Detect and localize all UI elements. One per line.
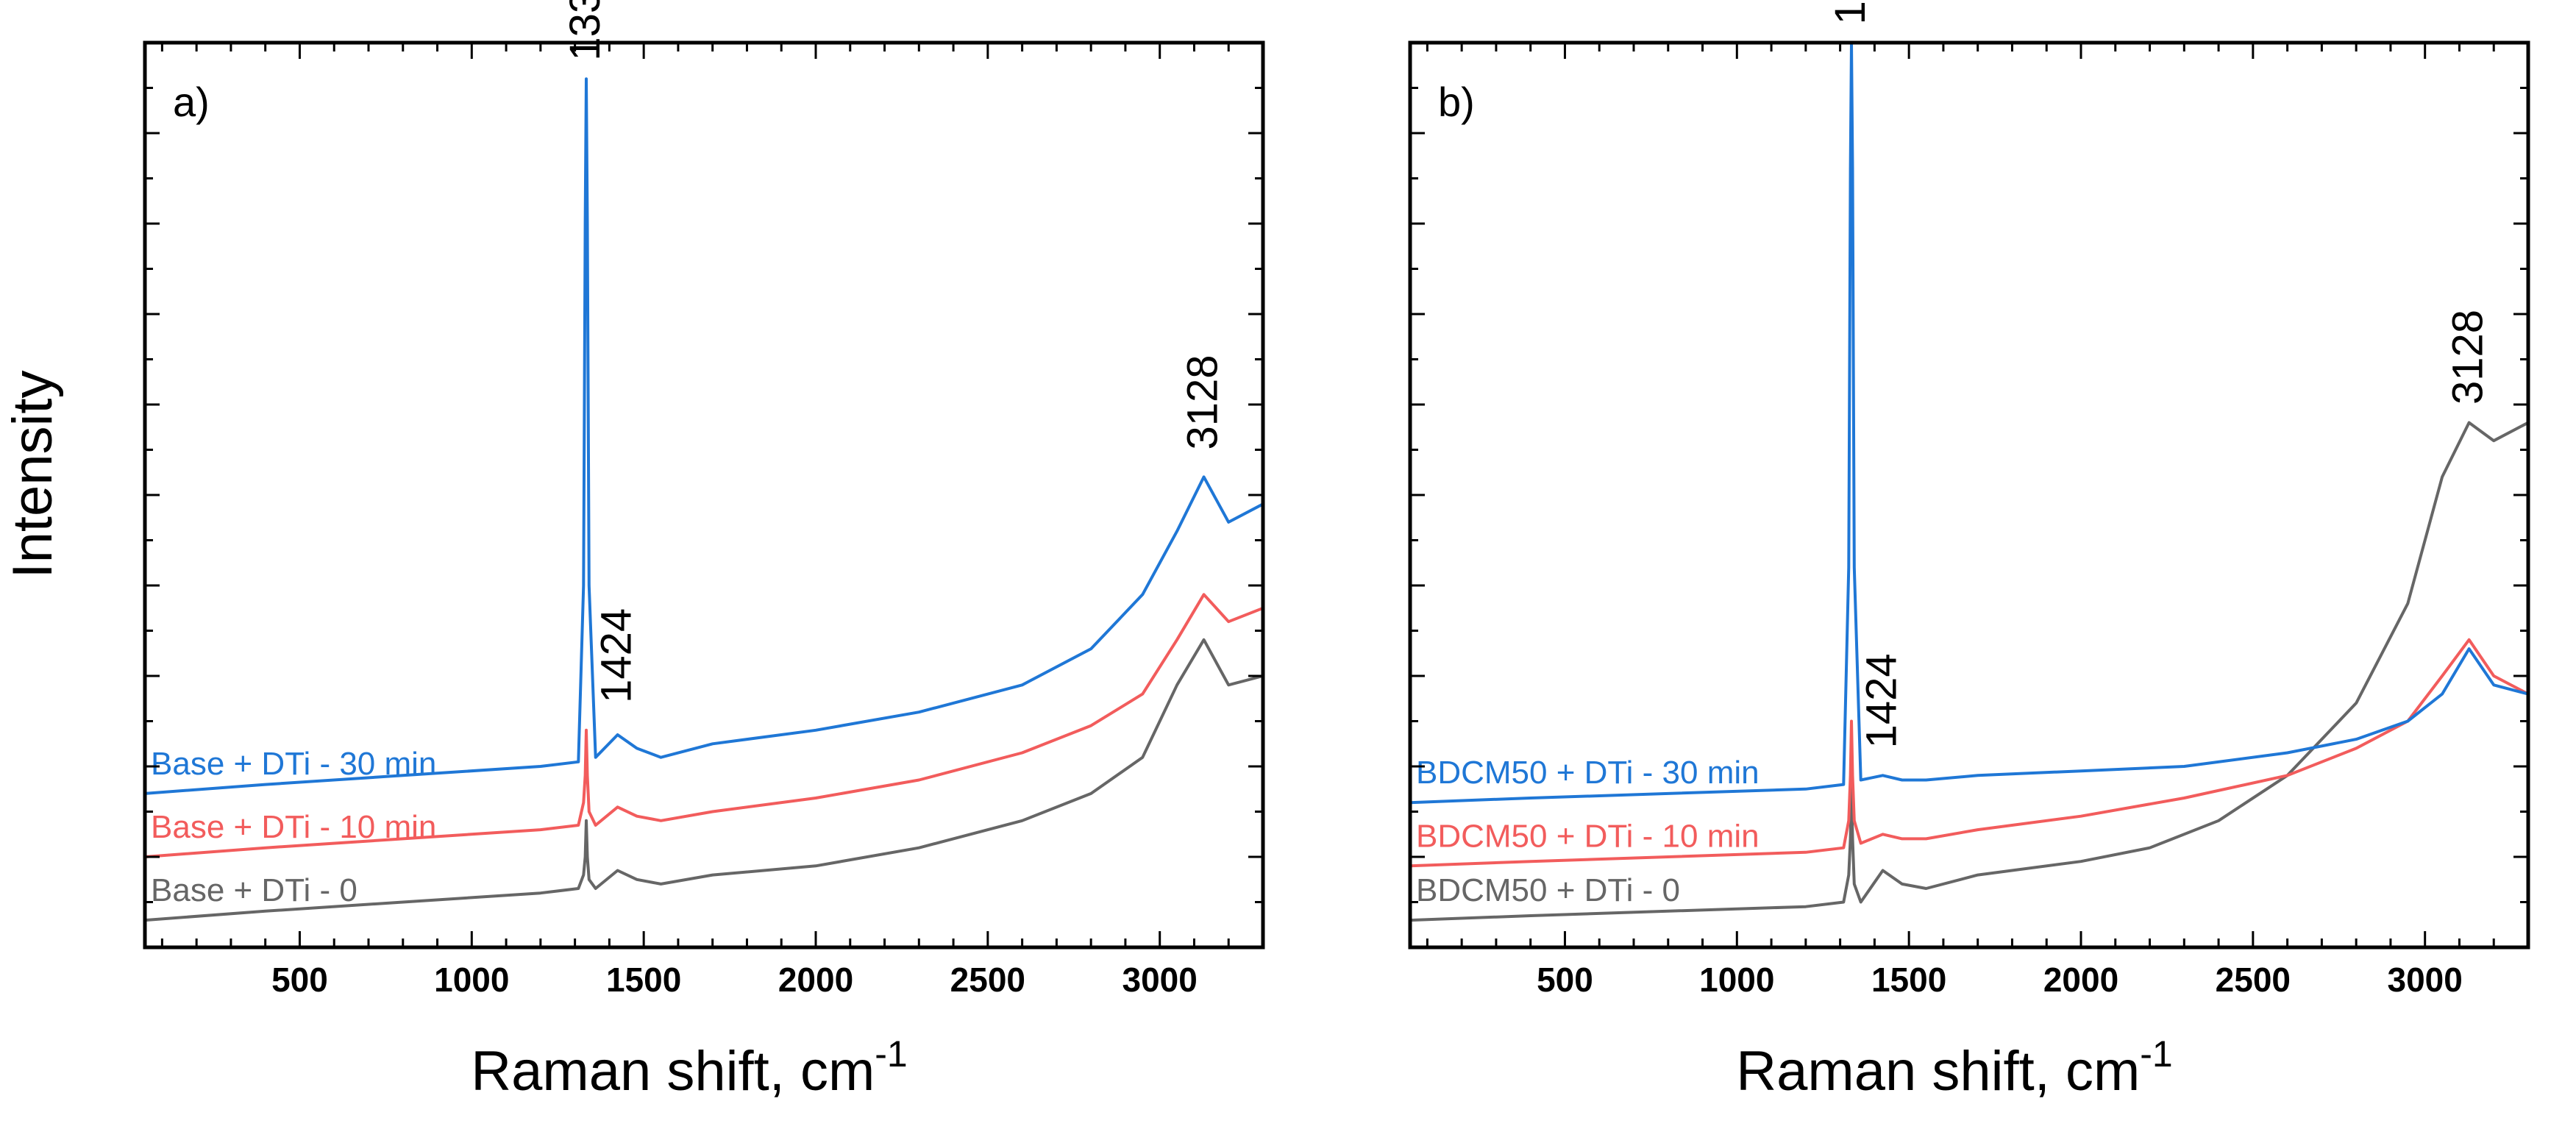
x-tick-label: 2000 [2043,961,2118,999]
x-tick-label: 1500 [1871,961,1946,999]
x-tick-label: 500 [1537,961,1593,999]
peak-annotation-1424: 1424 [1858,653,1906,748]
x-tick-label: 2500 [2216,961,2291,999]
x-tick-label: 3000 [2388,961,2463,999]
panel-label: a) [173,79,210,125]
x-tick-label: 2000 [778,961,853,999]
legend-label-0: BDCM50 + DTi - 0 [1416,872,1680,908]
x-tick-label: 1000 [1699,961,1774,999]
shared-y-axis-label: Intensity [1,370,64,578]
legend-label-1: BDCM50 + DTi - 10 min [1416,818,1760,854]
panel-a: Base + DTi - 0 Base + DTi - 10 min Base + … [143,0,1265,1103]
series-line-0 [1409,421,2529,922]
series-line-2 [1409,41,2529,805]
series-line-2 [144,77,1264,795]
panel-b: BDCM50 + DTi - 0 BDCM50 + DTi - 10 min BDC… [1408,0,2530,1103]
x-tick-label: 500 [271,961,328,999]
peak-annotation-1333: 1333 [1826,0,1874,24]
legend-label-0: Base + DTi - 0 [151,872,357,908]
legend-label-2: Base + DTi - 30 min [151,746,436,782]
series-line-1 [1409,638,2529,868]
x-tick-label: 1000 [434,961,509,999]
x-tick-label: 2500 [950,961,1025,999]
series-line-1 [144,593,1264,858]
legend-label-2: BDCM50 + DTi - 30 min [1416,755,1760,791]
peak-annotation-1424: 1424 [593,608,641,703]
x-axis-label: Raman shift, cm-1 [1736,1033,2173,1103]
peak-annotation-1333: 1333 [561,0,609,61]
x-axis-label: Raman shift, cm-1 [471,1033,908,1103]
x-tick-label: 1500 [606,961,681,999]
legend-label-1: Base + DTi - 10 min [151,809,436,845]
peak-annotation-3128: 3128 [1179,355,1227,449]
series-line-0 [144,638,1264,922]
x-tick-label: 3000 [1122,961,1198,999]
plot-frame [1408,40,2530,950]
panel-label: b) [1438,79,1475,125]
peak-annotation-3128: 3128 [2444,310,2492,405]
